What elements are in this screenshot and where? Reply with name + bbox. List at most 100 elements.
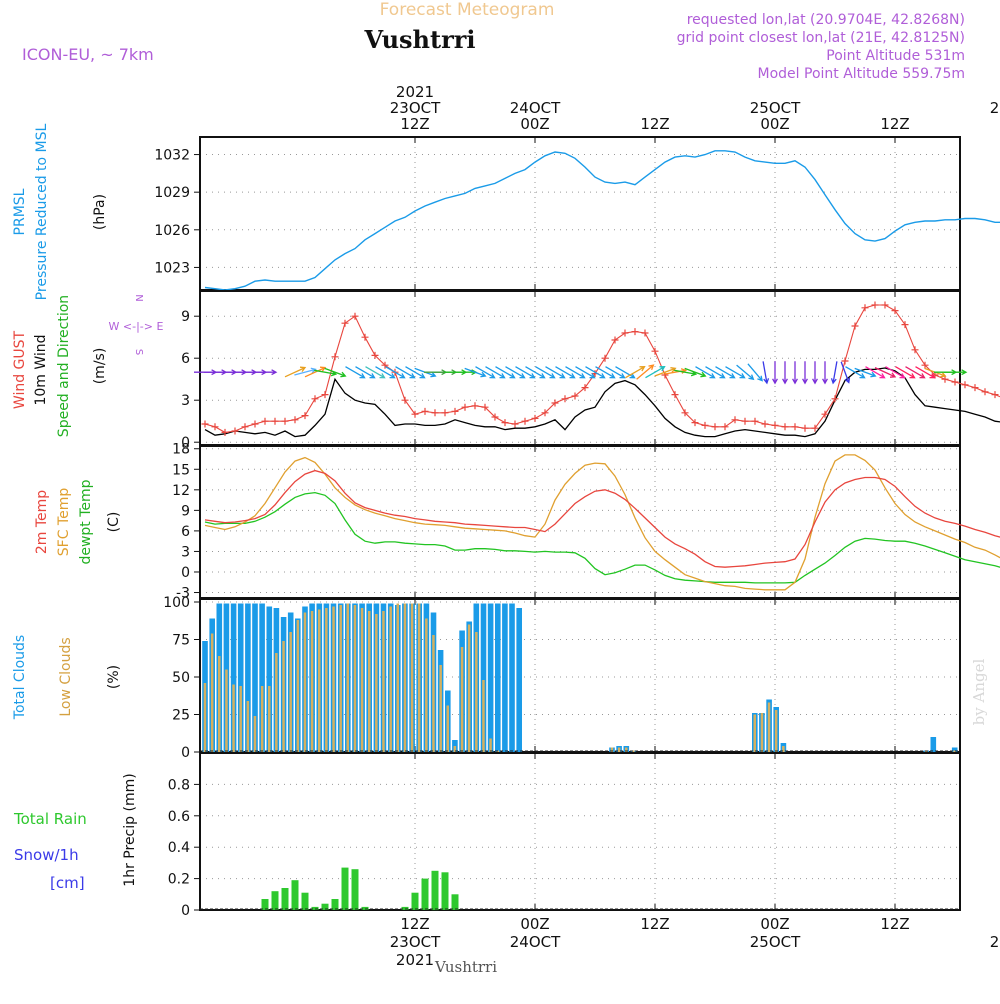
gust-marker — [271, 417, 279, 425]
wind-arrow — [874, 367, 897, 378]
wind-arrow — [725, 366, 746, 379]
total-cloud-bar — [495, 603, 501, 752]
low-cloud-bar — [310, 611, 314, 752]
wind-arrow — [772, 361, 778, 385]
gust-marker — [871, 301, 879, 309]
wind-arrow — [495, 366, 516, 379]
total-cloud-bar — [487, 603, 494, 752]
point-altitude: Point Altitude 531m — [826, 48, 965, 64]
low-cloud-bar — [318, 609, 321, 752]
gust-marker — [941, 375, 949, 383]
gust-marker — [951, 378, 959, 386]
total-cloud-bar — [237, 603, 244, 752]
snow-unit-label: [cm] — [50, 874, 85, 892]
low-cloud-bar — [289, 632, 292, 752]
wind-arrow — [747, 363, 763, 382]
low-cloud-bar — [403, 603, 407, 752]
total-cloud-bar — [516, 608, 522, 752]
gust-marker — [421, 407, 429, 415]
precip-labels: Total Rain Snow/1h [cm] 1hr Precip (mm) — [13, 773, 138, 892]
rain-bar — [421, 878, 429, 910]
rain-bar — [351, 869, 359, 910]
wind-arrow — [812, 361, 818, 385]
y-tick-label: 1032 — [154, 148, 190, 164]
total-cloud-bar — [245, 603, 251, 752]
gust-marker — [611, 336, 619, 344]
low-cloud-bar — [425, 618, 428, 752]
sfc-temp-label: SFC Temp — [56, 488, 72, 557]
total-cloud-bar — [252, 603, 258, 752]
precip-panel: 0 0.2 0.4 0.6 0.8 — [168, 752, 961, 919]
wind-arrow — [792, 361, 798, 385]
wind-arrow — [840, 361, 851, 384]
low-cloud-bar — [489, 738, 492, 752]
wind-arrow — [845, 366, 866, 379]
gust-marker — [911, 346, 919, 354]
gust-marker — [801, 424, 809, 432]
total-cloud-bar — [266, 606, 273, 752]
low-cloud-bar — [353, 605, 357, 752]
low-cloud-bar — [210, 633, 214, 752]
low-cloud-bar — [339, 605, 342, 752]
model-label: ICON-EU, ~ 7km — [22, 45, 154, 64]
y-tick-label: 6 — [181, 524, 190, 540]
wind10m-label: 10m Wind — [33, 334, 49, 405]
top-time-label: 12Z — [400, 115, 429, 133]
low-cloud-bar — [767, 702, 771, 752]
y-tick-label: 18 — [172, 442, 190, 458]
gust-marker — [921, 361, 929, 369]
wind-arrow — [294, 367, 317, 376]
top-time-label: 00Z — [520, 115, 549, 133]
y-tick-label: 1029 — [154, 185, 190, 201]
wind-arrow — [405, 366, 426, 379]
gust-label: Wind GUST — [12, 330, 28, 409]
low-cloud-bar — [368, 611, 371, 752]
gust-marker — [501, 419, 509, 427]
low-cloud-bar — [432, 635, 435, 752]
wind-arrow — [535, 366, 556, 379]
rain-bar — [301, 892, 309, 910]
requested-coords: requested lon,lat (20.9704E, 42.8268N) — [687, 12, 965, 28]
watermark: by Angel — [970, 658, 988, 725]
gust-marker — [751, 417, 759, 425]
y-tick-label: 0.8 — [168, 777, 190, 793]
precip-unit-label: 1hr Precip (mm) — [122, 773, 138, 886]
rain-bar — [431, 870, 439, 911]
bottom-time-label: 12Z — [880, 915, 909, 933]
wind-arrow — [545, 366, 566, 379]
rain-bar — [441, 872, 449, 910]
y-tick-label: 0 — [181, 903, 190, 919]
wind-arrow — [454, 369, 478, 376]
gust-marker — [481, 403, 489, 411]
low-cloud-bar — [332, 606, 335, 752]
bottom-time-axis: 12Z23OCT202100Z24OCT12Z00Z25OCT12Z00Z26O… — [390, 915, 1000, 969]
low-cloud-bar — [439, 665, 442, 752]
gust-marker — [371, 351, 379, 359]
y-tick-label: 12 — [172, 483, 190, 499]
gust-marker — [471, 402, 479, 410]
low-cloud-bar — [453, 746, 457, 752]
low-cloud-bar — [782, 746, 785, 752]
low-cloud-bar — [232, 684, 235, 752]
wind-arrow — [895, 366, 916, 379]
gust-marker — [351, 312, 359, 320]
gust-marker — [231, 427, 239, 435]
wind-arrow — [885, 366, 906, 379]
panel-frame — [199, 752, 961, 911]
wind-arrow — [854, 367, 877, 378]
wind-arrow — [905, 366, 926, 379]
gust-marker — [711, 423, 719, 431]
gust-marker — [771, 421, 779, 429]
wind-unit-label: (m/s) — [92, 348, 108, 385]
rain-bar — [401, 906, 409, 910]
temp-labels: 2m Temp SFC Temp dewpt Temp (C) — [34, 479, 122, 564]
compass-s: S — [133, 349, 144, 355]
wind-arrow — [944, 369, 968, 376]
low-cloud-bar — [953, 750, 956, 752]
bottom-time-label: 23OCT — [390, 933, 441, 951]
y-tick-label: 0 — [181, 435, 190, 451]
y-tick-label: 1026 — [154, 223, 190, 239]
wind-arrow — [475, 366, 496, 379]
wind-direction-label: Speed and Direction — [56, 295, 72, 437]
compass-we: W <-|-> E — [109, 320, 164, 333]
